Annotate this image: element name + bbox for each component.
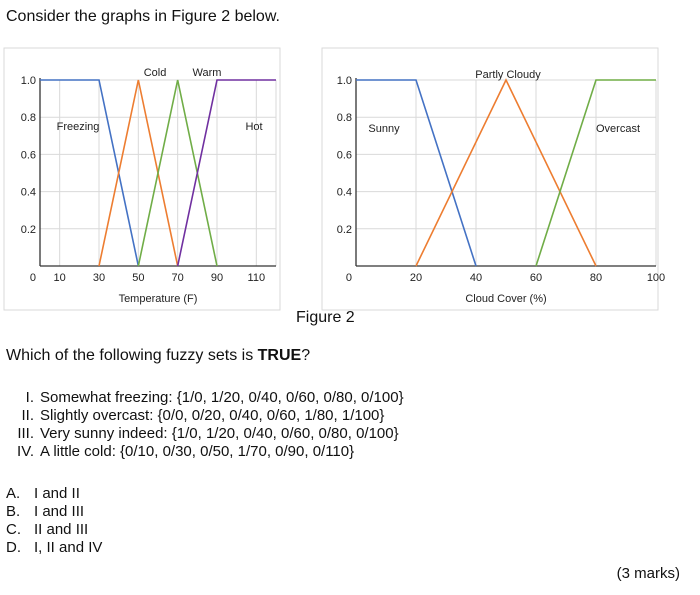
question-prefix: Which of the following fuzzy sets is	[6, 347, 258, 364]
statement-number: III.	[17, 425, 34, 442]
y-tick-label: 0	[30, 272, 36, 284]
figure-caption: Figure 2	[296, 309, 355, 326]
y-tick-label: 0.8	[21, 112, 36, 124]
series-label: Hot	[245, 121, 262, 133]
option-c[interactable]: C. II and III	[6, 521, 102, 539]
x-tick-label: 10	[54, 272, 66, 284]
series-line-sunny	[356, 79, 477, 267]
chart-panel-1: 0 0.2 0.4 0.6 0.8 1.0 10 30 50 70 90 110 Temperature…	[3, 47, 281, 311]
y-tick-label: 0.4	[21, 187, 36, 199]
statement-number: I.	[25, 389, 34, 406]
statement-text: Slightly overcast: {0/0, 0/20, 0/40, 0/6…	[40, 407, 385, 424]
option-letter: D.	[6, 539, 21, 556]
option-a[interactable]: A. I and II	[6, 485, 102, 503]
series-label: Warm	[193, 67, 222, 79]
x-tick-label: 60	[530, 272, 542, 284]
series-line-warm	[137, 79, 218, 267]
statement-text: A little cold: {0/10, 0/30, 0/50, 1/70, …	[40, 443, 355, 460]
option-text: I, II and IV	[34, 539, 103, 556]
intro-text: Consider the graphs in Figure 2 below.	[6, 8, 280, 25]
option-text: I and III	[34, 503, 85, 520]
y-tick-label: 0.6	[21, 149, 36, 161]
marks-label: (3 marks)	[616, 565, 680, 582]
option-letter: B.	[6, 503, 21, 520]
y-tick-label: 0.6	[337, 149, 352, 161]
option-d[interactable]: D. I, II and IV	[6, 539, 102, 557]
series-label: Sunny	[368, 123, 400, 135]
x-tick-label: 70	[172, 272, 184, 284]
series-line-hot	[176, 79, 276, 267]
statement-list: I. Somewhat freezing: {1/0, 1/20, 0/40, 0…	[12, 389, 404, 461]
option-letter: C.	[6, 521, 21, 538]
y-tick-label: 0.8	[337, 112, 352, 124]
chart-frame	[321, 47, 659, 311]
y-tick-label: 0	[346, 272, 352, 284]
statement-4: IV. A little cold: {0/10, 0/30, 0/50, 1/7…	[12, 443, 404, 461]
answer-options: A. I and II B. I and III C. II and III D. I,…	[6, 485, 102, 557]
chart-panel-2: 0 0.2 0.4 0.6 0.8 1.0 20 40 60 80 100 Cloud Cover (…	[321, 47, 665, 311]
statement-3: III. Very sunny indeed: {1/0, 1/20, 0/40,…	[12, 425, 404, 443]
statement-text: Very sunny indeed: {1/0, 1/20, 0/40, 0/6…	[40, 425, 399, 442]
statement-2: II. Slightly overcast: {0/0, 0/20, 0/40, …	[12, 407, 404, 425]
y-tick-label: 0.4	[337, 187, 352, 199]
series-label: Freezing	[57, 121, 100, 133]
series-line-overcast	[535, 79, 656, 267]
option-text: I and II	[34, 485, 80, 502]
x-axis-label: Temperature (F)	[119, 293, 198, 305]
x-tick-label: 100	[647, 272, 665, 284]
question-suffix: ?	[301, 347, 311, 364]
statement-text: Somewhat freezing: {1/0, 1/20, 0/40, 0/6…	[40, 389, 404, 406]
figure-2: 0 0.2 0.4 0.6 0.8 1.0 10 30 50 70 90 110 Temperature…	[3, 47, 665, 311]
series-line-freezing	[40, 79, 140, 267]
question-text: Which of the following fuzzy sets is TRU…	[6, 347, 310, 365]
series-line-partly-cloudy	[415, 78, 597, 267]
x-tick-label: 30	[93, 272, 105, 284]
y-tick-label: 0.2	[21, 224, 36, 236]
x-tick-label: 20	[410, 272, 422, 284]
option-b[interactable]: B. I and III	[6, 503, 102, 521]
x-tick-label: 110	[248, 272, 266, 284]
option-text: II and III	[34, 521, 89, 538]
x-tick-label: 80	[590, 272, 602, 284]
x-tick-label: 90	[211, 272, 223, 284]
statement-number: IV.	[17, 443, 34, 460]
series-label: Cold	[144, 67, 167, 79]
x-tick-label: 50	[132, 272, 144, 284]
x-tick-label: 40	[470, 272, 482, 284]
y-tick-label: 1.0	[337, 75, 352, 87]
series-line-cold	[98, 79, 179, 267]
statement-number: II.	[21, 407, 34, 424]
x-axis-label: Cloud Cover (%)	[465, 293, 546, 305]
question-emphasis: TRUE	[257, 347, 302, 364]
chart-frame	[3, 47, 281, 311]
option-letter: A.	[6, 485, 21, 502]
statement-1: I. Somewhat freezing: {1/0, 1/20, 0/40, 0…	[12, 389, 404, 407]
series-label: Partly Cloudy	[475, 69, 541, 81]
series-label: Overcast	[596, 123, 640, 135]
y-tick-label: 0.2	[337, 224, 352, 236]
y-tick-label: 1.0	[21, 75, 36, 87]
